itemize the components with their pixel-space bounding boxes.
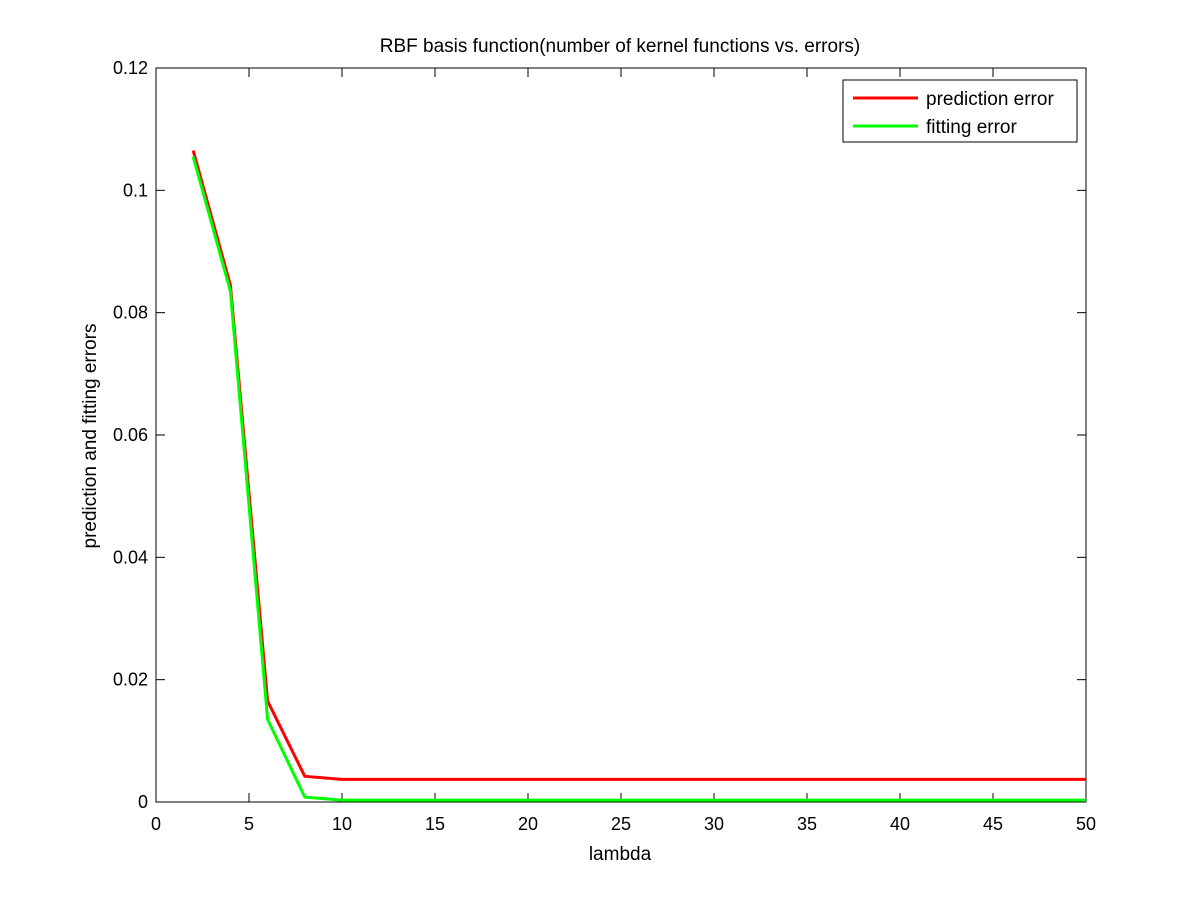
x-tick-label: 25 xyxy=(611,814,631,834)
x-axis-label: lambda xyxy=(589,844,652,865)
y-axis-label: prediction and fitting errors xyxy=(80,324,101,549)
x-tick-label: 20 xyxy=(518,814,538,834)
plot-area xyxy=(155,67,1087,803)
ticks-layer: 0 5 10 15 20 25 30 35 40 45 50 0 0.02 0.04 0.06 0.08 0.1… xyxy=(113,58,1096,834)
x-tick-label: 35 xyxy=(797,814,817,834)
y-tick-label: 0.02 xyxy=(113,670,148,690)
x-tick-label: 5 xyxy=(244,814,254,834)
y-tick-label: 0.12 xyxy=(113,58,148,78)
x-tick-label: 30 xyxy=(704,814,724,834)
y-tick-label: 0.08 xyxy=(113,303,148,323)
chart-title: RBF basis function(number of kernel func… xyxy=(380,36,860,57)
y-tick-label: 0.06 xyxy=(113,425,148,445)
series-layer xyxy=(191,150,1087,802)
y-tick-label: 0.1 xyxy=(123,180,148,200)
x-tick-label: 15 xyxy=(425,814,445,834)
y-tick-label: 0 xyxy=(138,792,148,812)
x-tick-label: 50 xyxy=(1076,814,1096,834)
legend-label: prediction error xyxy=(926,89,1054,110)
x-tick-label: 10 xyxy=(332,814,352,834)
legend-label: fitting error xyxy=(926,117,1017,138)
legend: prediction error fitting error xyxy=(842,79,1078,143)
x-tick-label: 0 xyxy=(151,814,161,834)
x-tick-label: 40 xyxy=(890,814,910,834)
legend-box xyxy=(842,79,1078,143)
y-tick-label: 0.04 xyxy=(113,547,148,567)
x-tick-label: 45 xyxy=(983,814,1003,834)
